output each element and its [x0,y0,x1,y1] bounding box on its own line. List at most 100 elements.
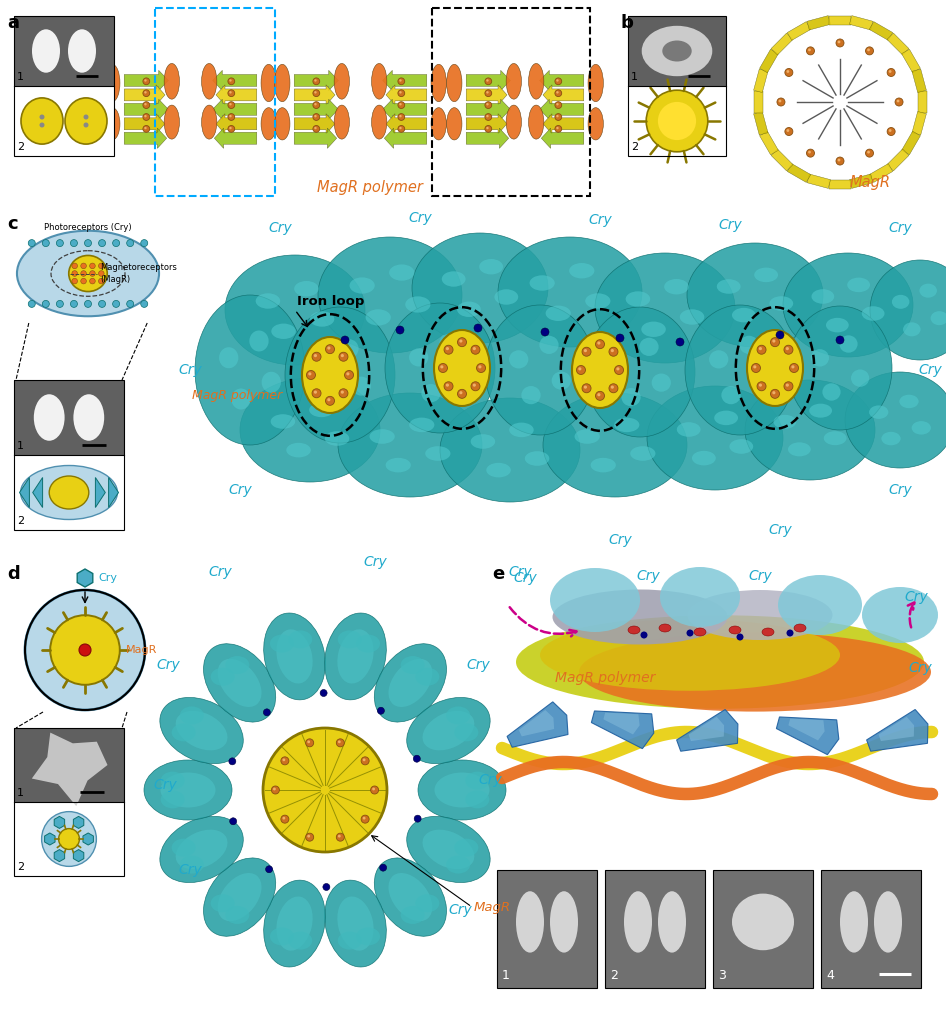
Ellipse shape [778,576,862,635]
Polygon shape [124,128,166,148]
Circle shape [413,755,420,762]
Ellipse shape [225,906,250,924]
Polygon shape [382,70,427,90]
Circle shape [486,127,489,129]
Text: 1: 1 [631,72,638,82]
Circle shape [327,398,330,401]
Polygon shape [54,816,64,828]
Ellipse shape [647,386,783,490]
Ellipse shape [171,838,196,857]
Text: c: c [7,215,18,233]
Circle shape [477,363,485,373]
Ellipse shape [421,384,441,402]
Polygon shape [604,713,639,735]
Circle shape [143,114,149,121]
Ellipse shape [415,894,439,912]
Ellipse shape [400,656,425,674]
Circle shape [399,104,402,106]
Circle shape [887,128,895,136]
Circle shape [306,833,314,841]
Ellipse shape [426,447,450,461]
Ellipse shape [774,415,797,428]
Circle shape [80,278,86,284]
Circle shape [229,79,232,81]
Circle shape [398,78,405,84]
Ellipse shape [418,760,506,820]
Ellipse shape [710,350,728,368]
Ellipse shape [692,451,716,466]
Ellipse shape [498,236,642,347]
Circle shape [485,126,492,132]
Text: Cry: Cry [768,523,792,537]
Circle shape [283,817,286,819]
Ellipse shape [289,932,312,950]
Ellipse shape [385,303,495,433]
Circle shape [379,864,387,871]
Circle shape [786,347,789,350]
Polygon shape [787,21,811,41]
Bar [14,16,114,86]
Polygon shape [294,85,335,105]
Polygon shape [787,163,811,183]
Circle shape [341,391,344,394]
Ellipse shape [480,259,503,274]
Circle shape [399,91,402,93]
Ellipse shape [495,289,518,304]
Circle shape [144,104,147,106]
Circle shape [609,347,618,356]
Circle shape [377,707,384,715]
Ellipse shape [356,928,380,945]
Circle shape [398,89,405,96]
Bar [14,728,124,802]
Ellipse shape [285,307,395,443]
Polygon shape [507,701,568,747]
Ellipse shape [658,891,686,953]
Ellipse shape [218,659,261,707]
Circle shape [578,367,582,370]
Text: b: b [620,14,633,32]
Polygon shape [466,114,507,134]
Bar [628,86,726,156]
Circle shape [313,89,320,96]
Circle shape [770,338,780,347]
Circle shape [897,99,900,103]
Ellipse shape [540,619,840,691]
Ellipse shape [423,710,474,750]
Circle shape [786,629,794,636]
Polygon shape [294,114,335,134]
Circle shape [83,115,89,120]
Circle shape [84,300,92,308]
Ellipse shape [588,108,604,140]
Text: Cry: Cry [919,363,942,377]
Circle shape [785,68,793,76]
Ellipse shape [161,791,184,808]
Ellipse shape [270,928,294,945]
Ellipse shape [794,624,806,632]
Circle shape [228,78,235,84]
Polygon shape [20,477,29,508]
Ellipse shape [218,873,261,922]
Circle shape [307,834,310,837]
Polygon shape [386,114,427,134]
Circle shape [776,331,784,339]
Ellipse shape [225,656,250,674]
Ellipse shape [543,393,687,497]
Polygon shape [466,70,511,90]
Circle shape [485,114,492,121]
Circle shape [555,78,562,84]
Polygon shape [760,49,779,73]
Circle shape [687,629,693,636]
Polygon shape [676,709,738,751]
Circle shape [57,300,63,308]
Ellipse shape [676,422,701,436]
Ellipse shape [465,771,489,790]
Ellipse shape [171,724,196,741]
Circle shape [640,631,647,638]
Polygon shape [124,70,168,90]
Circle shape [895,98,903,106]
Circle shape [759,384,762,387]
Ellipse shape [652,374,671,392]
Ellipse shape [745,380,875,480]
Ellipse shape [211,668,235,686]
Circle shape [646,90,708,152]
